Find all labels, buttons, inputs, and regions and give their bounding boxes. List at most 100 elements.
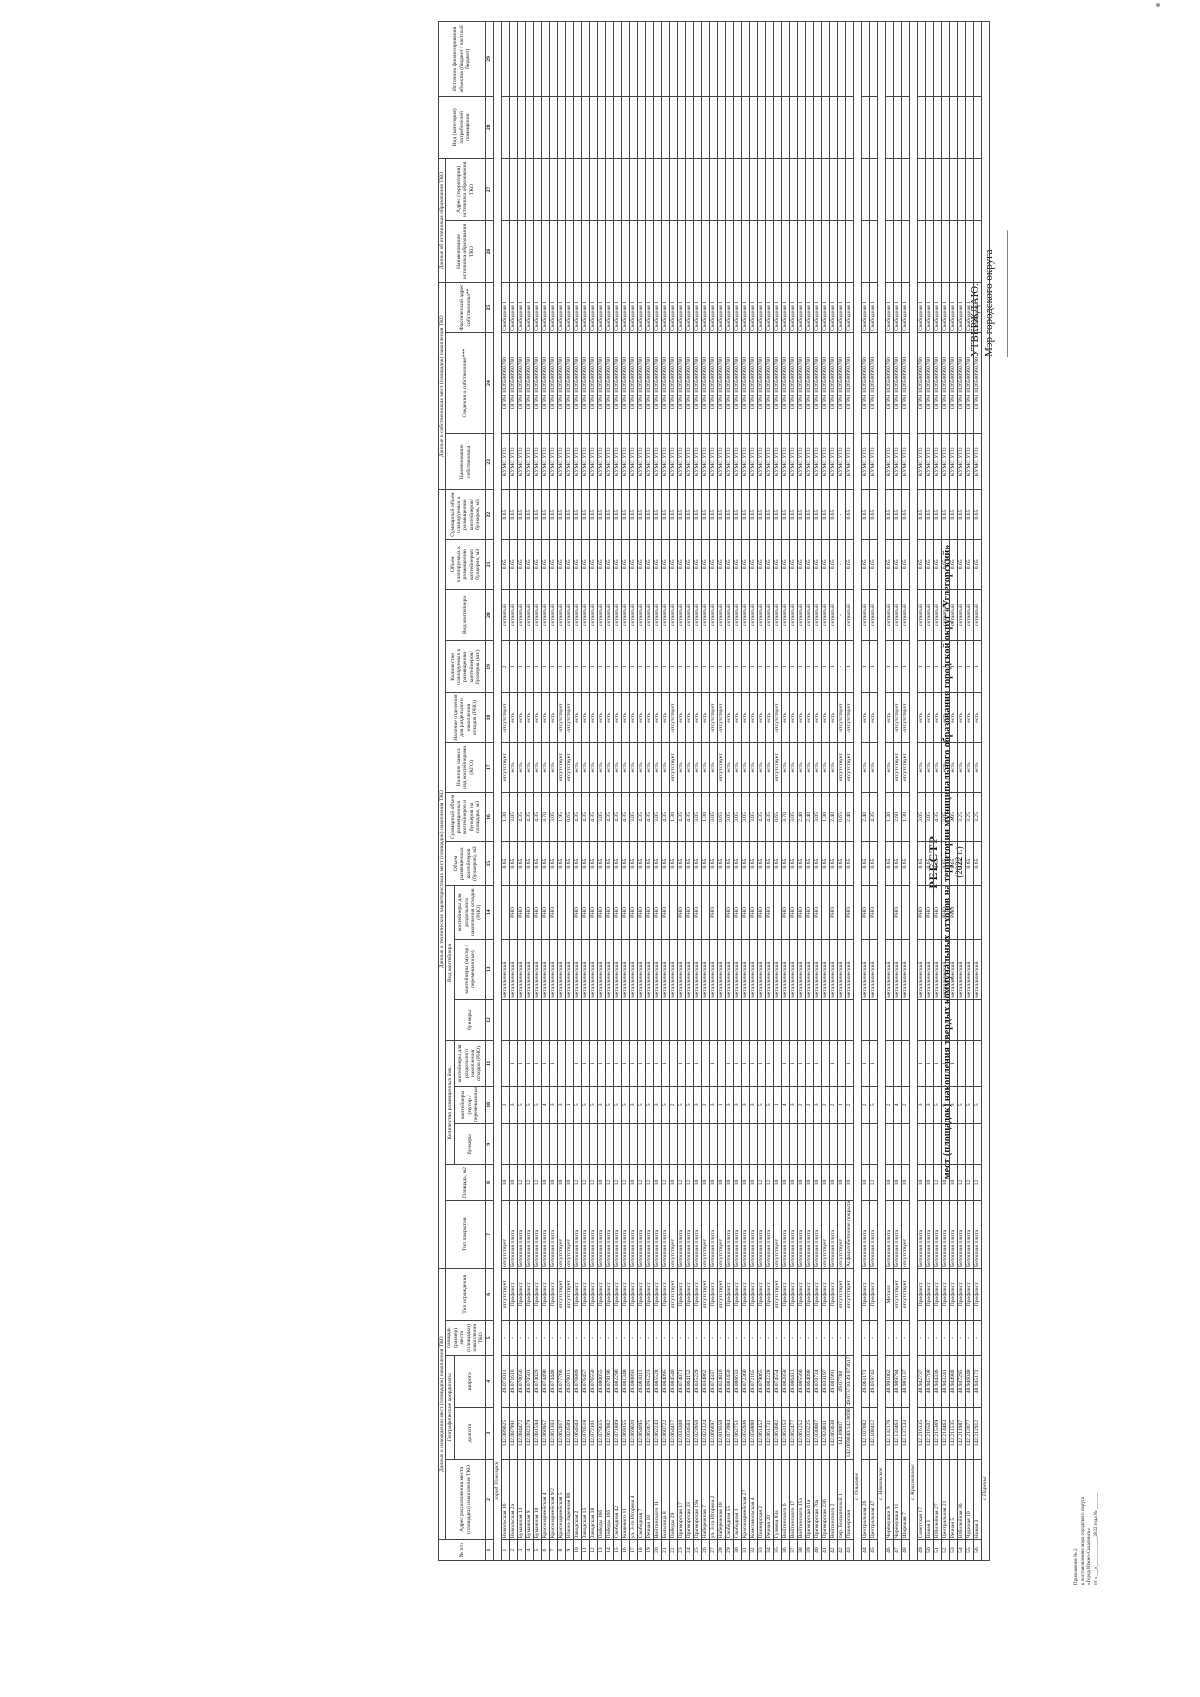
table-cell: РНО <box>869 885 878 940</box>
table-cell <box>837 885 846 940</box>
table-cell: есть <box>917 692 926 743</box>
table-cell <box>605 999 614 1041</box>
table-cell <box>821 885 830 940</box>
table-cell: 1 <box>949 640 958 693</box>
col-11-header: контейнеры для раздельного накопления от… <box>454 1040 486 1087</box>
table-cell: Пионерская 2 <box>757 1459 766 1540</box>
table-cell <box>613 220 622 283</box>
registry-body: город Углегорск 1 Никольская 16 142.089025 4… <box>493 21 990 1561</box>
table-cell <box>669 96 678 159</box>
table-row: 32 Комсомольская 4 142.058880 49.072165- Про… <box>749 21 758 1561</box>
table-cell: есть <box>917 742 926 793</box>
table-cell <box>605 220 614 283</box>
table-cell: 14 <box>605 1539 614 1561</box>
table-cell: 0.65 <box>621 841 630 886</box>
table-cell: отсутствует <box>669 692 678 743</box>
table-cell: есть <box>869 692 878 743</box>
col-17-header: Наличие навеса над контейнерами (КГО) <box>445 742 486 793</box>
table-cell <box>941 220 950 283</box>
table-cell: КУМС УГО <box>509 433 518 490</box>
table-cell <box>669 885 678 940</box>
table-cell: металлический <box>645 939 654 1000</box>
table-cell: 0.65 <box>613 489 622 540</box>
table-cell: сетчатый <box>669 589 678 641</box>
table-cell: 28 <box>717 1539 726 1561</box>
table-cell: 0.65 <box>861 489 870 540</box>
table-cell: есть <box>677 742 686 793</box>
table-cell: 12 <box>589 1164 598 1201</box>
table-cell: ОГРН 1026500993760 <box>965 332 974 434</box>
table-cell: 0.65 <box>837 841 846 886</box>
table-cell: металлический <box>653 939 662 1000</box>
table-cell: сетчатый <box>757 589 766 641</box>
table-cell: сетчатый <box>597 589 606 641</box>
table-cell <box>605 21 614 97</box>
table-cell: сетчатый <box>725 589 734 641</box>
table-cell: 49.034862 <box>701 1355 710 1408</box>
table-cell <box>669 220 678 283</box>
table-cell <box>573 96 582 159</box>
table-cell: КУМС УГО <box>517 433 526 490</box>
table-cell: Свободная 1 <box>621 282 630 333</box>
table-cell <box>885 885 894 940</box>
table-cell <box>845 96 854 159</box>
table-cell: 0.65 <box>893 489 902 540</box>
table-cell: 3 <box>813 1086 822 1124</box>
table-cell: Свободная 1 <box>797 282 806 333</box>
table-cell: 49 <box>917 1539 926 1561</box>
table-cell: 0.65 <box>629 539 638 590</box>
table-cell <box>605 1123 614 1165</box>
table-cell: РНО <box>725 885 734 940</box>
table-cell: 0.65 <box>973 489 982 540</box>
table-cell: - <box>693 1320 702 1356</box>
table-cell: 3 <box>549 1086 558 1124</box>
table-cell <box>541 96 550 159</box>
table-cell: 142.211535 <box>949 1407 958 1460</box>
table-cell <box>781 21 790 97</box>
table-cell <box>965 1123 974 1165</box>
table-cell <box>869 96 878 159</box>
table-row: 23 Приморская 17 142.033308 49.074071- Профл… <box>677 21 686 1561</box>
table-cell: 4.35 <box>765 792 774 842</box>
table-cell: 0.65 <box>533 489 542 540</box>
table-cell: 10 <box>949 1164 958 1201</box>
table-cell: 0.65 <box>565 841 574 886</box>
table-cell: отсутствует <box>717 1200 726 1269</box>
table-cell: Свободная 1 <box>597 282 606 333</box>
table-cell: есть <box>821 692 830 743</box>
table-cell <box>557 21 566 97</box>
table-cell: есть <box>949 742 958 793</box>
table-row: 7 Красноармейская 9/2 142.061303 49.074448-… <box>549 21 558 1561</box>
table-cell: 2 <box>885 1086 894 1124</box>
column-number: 10 <box>485 1086 494 1124</box>
table-cell: металлический <box>685 939 694 1000</box>
table-cell: 5 <box>765 1086 774 1124</box>
table-cell: сетчатый <box>629 589 638 641</box>
table-cell: 12 <box>933 1164 942 1201</box>
table-cell: 4.35 <box>589 792 598 842</box>
table-cell: есть <box>533 692 542 743</box>
table-cell: 12 <box>573 1164 582 1201</box>
table-cell: Заводская 18 <box>589 1459 598 1540</box>
table-cell <box>685 96 694 159</box>
table-cell: Свободная 1 <box>701 282 710 333</box>
table-cell: Бетонная плита <box>573 1200 582 1269</box>
table-cell: ОГРН 1026500993760 <box>613 332 622 434</box>
table-cell <box>693 158 702 221</box>
table-cell: 142.212912 <box>973 1407 982 1460</box>
table-cell: КУМС УГО <box>597 433 606 490</box>
table-cell: ОГРН 1026500993760 <box>669 332 678 434</box>
column-number: 22 <box>485 489 494 540</box>
table-cell: КУМС УГО <box>765 433 774 490</box>
column-number: 19 <box>485 640 494 693</box>
table-cell: Профлист <box>797 1268 806 1321</box>
table-cell <box>837 1040 846 1087</box>
table-cell: есть <box>973 742 982 793</box>
table-cell: Свободная 1 <box>773 282 782 333</box>
table-cell <box>813 220 822 283</box>
table-cell: 0.65 <box>669 489 678 540</box>
table-cell: ОГРН 1026500993760 <box>765 332 774 434</box>
table-cell: есть <box>861 742 870 793</box>
table-cell: 23 <box>677 1539 686 1561</box>
